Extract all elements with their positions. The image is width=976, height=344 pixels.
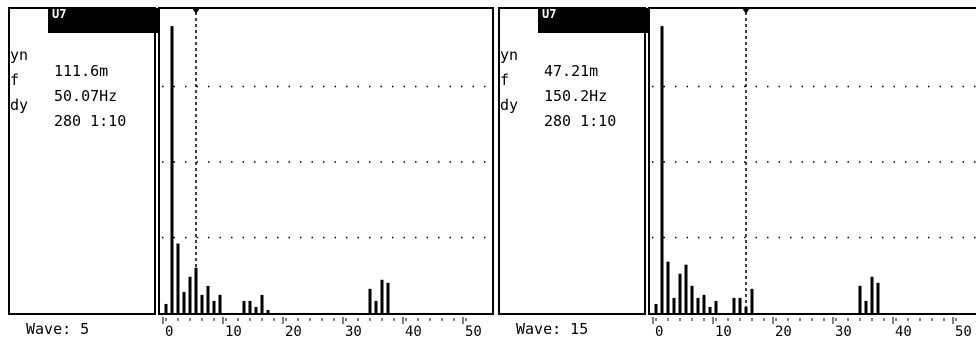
info-box: U7 yn 47.21m f 150.2Hz dy 280 1:10 <box>498 7 648 315</box>
cursor-marker <box>192 8 200 14</box>
info-key: yn <box>10 46 29 64</box>
harmonic-bar <box>696 297 700 313</box>
cursor-marker <box>742 8 750 14</box>
harmonic-bar <box>702 294 706 313</box>
harmonic-bar <box>212 300 216 313</box>
info-value: 50.07Hz <box>54 87 118 105</box>
plot-frame <box>648 7 976 315</box>
harmonic-bar <box>660 26 664 313</box>
info-row-dy: dy 280 1:10 <box>10 81 126 145</box>
info-row-f: f 50.07Hz <box>10 56 117 120</box>
x-tick-label: 50 <box>465 324 482 340</box>
info-value: 280 1:10 <box>544 112 617 130</box>
harmonics-chart: 0 10 20 30 40 50 <box>158 7 494 340</box>
harmonic-bar <box>218 294 222 313</box>
harmonic-bar <box>374 300 378 313</box>
info-key: f <box>500 71 510 89</box>
harmonic-bar <box>744 306 748 313</box>
harmonic-bar <box>738 297 742 313</box>
info-value: 280 1:10 <box>54 112 127 130</box>
info-value: 111.6m <box>54 62 109 80</box>
harmonic-bar <box>750 288 754 313</box>
x-tick-label: 0 <box>165 324 173 340</box>
harmonics-panel-1: U7 yn 111.6m f 50.07Hz dy 280 1:10 Wave:… <box>8 7 494 340</box>
info-row-f: f 150.2Hz <box>500 56 607 120</box>
harmonic-bar <box>386 282 390 313</box>
harmonic-bar <box>672 297 676 313</box>
info-row-yn: yn 111.6m <box>10 31 108 95</box>
info-key: yn <box>500 46 519 64</box>
x-tick-label: 20 <box>285 324 302 340</box>
harmonic-bar <box>206 285 210 313</box>
x-tick-label: 0 <box>655 324 663 340</box>
harmonic-bar <box>654 303 658 313</box>
info-key: dy <box>500 96 519 114</box>
harmonics-chart: 0 10 20 30 40 50 <box>648 7 976 340</box>
harmonic-bar <box>200 294 204 313</box>
harmonic-bar <box>242 300 246 313</box>
harmonic-bar <box>666 261 670 313</box>
x-tick-label: 30 <box>835 324 852 340</box>
x-tick-label: 50 <box>955 324 972 340</box>
wave-label: Wave: 5 <box>26 320 90 338</box>
info-row-yn: yn 47.21m <box>500 31 598 95</box>
harmonic-bar <box>164 303 168 313</box>
x-tick-label: 40 <box>405 324 422 340</box>
info-box: U7 yn 111.6m f 50.07Hz dy 280 1:10 <box>8 7 158 315</box>
info-key: dy <box>10 96 29 114</box>
channel-header: U7 <box>538 8 648 33</box>
harmonic-bar <box>870 276 874 313</box>
x-tick-label: 10 <box>715 324 732 340</box>
harmonic-bar <box>182 291 186 313</box>
harmonic-bar <box>260 294 264 313</box>
harmonic-bar <box>188 276 192 313</box>
info-row-dy: dy 280 1:10 <box>500 81 616 145</box>
harmonic-bar <box>266 309 270 313</box>
harmonic-bar <box>176 243 180 313</box>
harmonic-bar <box>864 300 868 313</box>
info-value: 150.2Hz <box>544 87 608 105</box>
harmonic-bar <box>380 279 384 313</box>
harmonic-bar <box>678 273 682 313</box>
info-key: f <box>10 71 20 89</box>
plot-frame <box>158 7 494 315</box>
x-tick-label: 20 <box>775 324 792 340</box>
x-tick-label: 10 <box>225 324 242 340</box>
harmonic-bar <box>254 306 258 313</box>
harmonic-bar <box>368 288 372 313</box>
harmonic-bar <box>684 264 688 313</box>
x-tick-label: 30 <box>345 324 362 340</box>
info-value: 47.21m <box>544 62 599 80</box>
harmonics-panel-2: U7 yn 47.21m f 150.2Hz dy 280 1:10 Wave:… <box>490 0 976 344</box>
channel-header: U7 <box>48 8 158 33</box>
harmonic-bar <box>708 306 712 313</box>
harmonic-bar <box>876 282 880 313</box>
harmonic-bar <box>248 300 252 313</box>
harmonic-bar <box>732 297 736 313</box>
wave-label: Wave: 15 <box>516 320 589 338</box>
harmonic-bar <box>170 26 174 313</box>
harmonic-bar <box>858 285 862 313</box>
x-tick-label: 40 <box>895 324 912 340</box>
harmonic-bar <box>690 285 694 313</box>
harmonic-bar <box>714 300 718 313</box>
